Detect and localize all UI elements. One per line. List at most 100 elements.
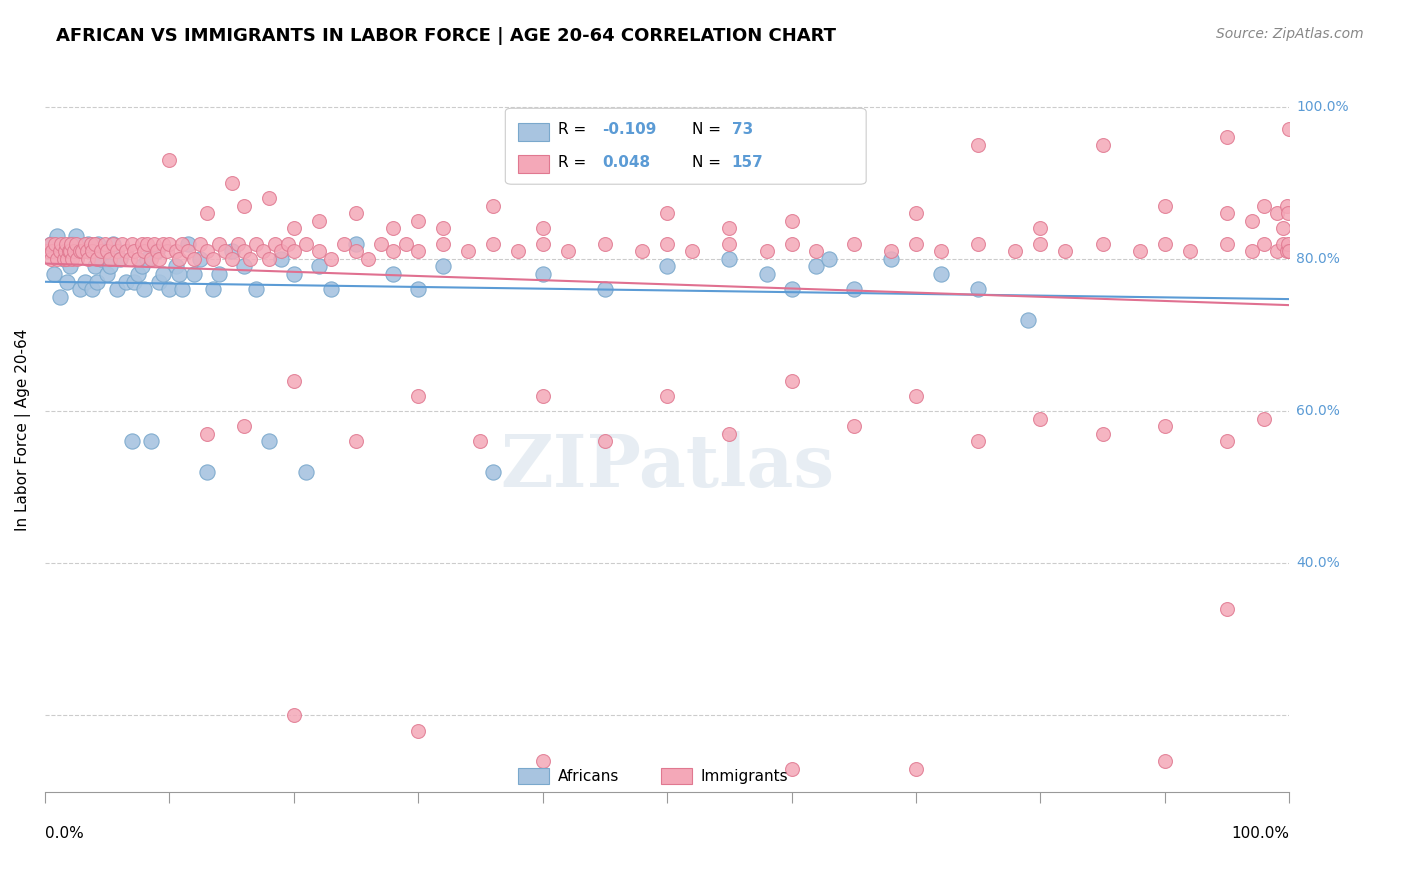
Immigrants	[49, 244, 72, 259]
Immigrants	[143, 236, 166, 251]
Immigrants	[1216, 602, 1239, 616]
Africans	[108, 252, 131, 266]
Text: 60.0%: 60.0%	[1296, 404, 1340, 418]
Immigrants	[370, 236, 392, 251]
Africans	[69, 282, 91, 296]
Africans	[531, 267, 554, 281]
Immigrants	[382, 221, 405, 235]
Immigrants	[177, 244, 200, 259]
Immigrants	[880, 244, 903, 259]
Immigrants	[1240, 213, 1263, 227]
Immigrants	[780, 236, 803, 251]
Immigrants	[967, 434, 990, 449]
Immigrants	[1004, 244, 1026, 259]
Immigrants	[264, 236, 287, 251]
Immigrants	[131, 236, 153, 251]
Text: AFRICAN VS IMMIGRANTS IN LABOR FORCE | AGE 20-64 CORRELATION CHART: AFRICAN VS IMMIGRANTS IN LABOR FORCE | A…	[56, 27, 837, 45]
Text: Africans: Africans	[558, 769, 619, 784]
Africans	[221, 244, 243, 259]
Africans	[139, 434, 162, 449]
Immigrants	[114, 244, 136, 259]
Africans	[283, 267, 305, 281]
Immigrants	[77, 252, 100, 266]
Immigrants	[718, 221, 741, 235]
Immigrants	[49, 236, 72, 251]
Immigrants	[1091, 426, 1114, 441]
Immigrants	[86, 252, 108, 266]
Immigrants	[233, 198, 256, 212]
Immigrants	[208, 236, 231, 251]
Africans	[103, 236, 125, 251]
Immigrants	[406, 244, 429, 259]
Immigrants	[38, 236, 60, 251]
Immigrants	[169, 252, 191, 266]
Immigrants	[148, 252, 170, 266]
Immigrants	[60, 236, 83, 251]
Immigrants	[233, 419, 256, 434]
Immigrants	[531, 754, 554, 768]
Immigrants	[295, 236, 318, 251]
Africans	[929, 267, 952, 281]
Immigrants	[470, 434, 492, 449]
Text: N =: N =	[692, 122, 725, 137]
Africans	[817, 252, 839, 266]
Immigrants	[214, 244, 236, 259]
Text: Source: ZipAtlas.com: Source: ZipAtlas.com	[1216, 27, 1364, 41]
Africans	[148, 275, 170, 289]
Immigrants	[1029, 221, 1052, 235]
Immigrants	[631, 244, 654, 259]
Immigrants	[929, 244, 952, 259]
Immigrants	[806, 244, 828, 259]
Immigrants	[904, 389, 927, 403]
Immigrants	[118, 252, 141, 266]
Africans	[270, 252, 292, 266]
Africans	[49, 290, 72, 304]
Africans	[201, 282, 224, 296]
Africans	[195, 465, 218, 479]
Immigrants	[124, 244, 146, 259]
Immigrants	[60, 252, 83, 266]
Text: 157: 157	[731, 155, 763, 170]
Immigrants	[44, 236, 66, 251]
Immigrants	[59, 244, 82, 259]
Immigrants	[1275, 198, 1298, 212]
Immigrants	[80, 236, 103, 251]
Immigrants	[531, 221, 554, 235]
Immigrants	[82, 244, 104, 259]
Africans	[86, 275, 108, 289]
Immigrants	[780, 213, 803, 227]
Africans	[93, 244, 115, 259]
Africans	[46, 229, 69, 244]
Immigrants	[308, 213, 330, 227]
Immigrants	[90, 244, 112, 259]
Immigrants	[406, 723, 429, 738]
Immigrants	[457, 244, 479, 259]
Africans	[44, 244, 66, 259]
Immigrants	[245, 236, 267, 251]
Text: 73: 73	[731, 122, 754, 137]
Africans	[593, 282, 616, 296]
Immigrants	[195, 244, 218, 259]
Immigrants	[655, 236, 678, 251]
Africans	[432, 260, 454, 274]
Text: N =: N =	[692, 155, 725, 170]
Immigrants	[41, 244, 63, 259]
Immigrants	[1216, 130, 1239, 145]
Africans	[65, 229, 87, 244]
Y-axis label: In Labor Force | Age 20-64: In Labor Force | Age 20-64	[15, 329, 31, 532]
Text: -0.109: -0.109	[602, 122, 657, 137]
Africans	[382, 267, 405, 281]
Immigrants	[58, 244, 80, 259]
Immigrants	[1029, 236, 1052, 251]
Immigrants	[183, 252, 205, 266]
Immigrants	[780, 374, 803, 388]
Immigrants	[357, 252, 380, 266]
Immigrants	[156, 244, 179, 259]
Immigrants	[73, 236, 96, 251]
Immigrants	[1054, 244, 1077, 259]
FancyBboxPatch shape	[505, 108, 866, 185]
Immigrants	[1153, 754, 1175, 768]
Immigrants	[406, 213, 429, 227]
Text: 0.048: 0.048	[602, 155, 651, 170]
Immigrants	[904, 236, 927, 251]
